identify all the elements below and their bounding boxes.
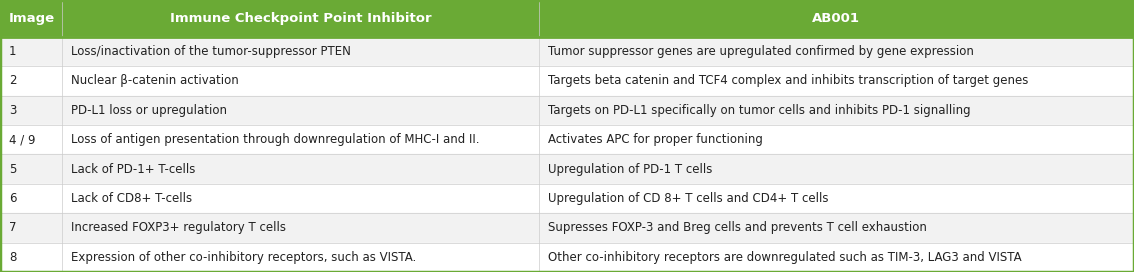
- Text: Loss/inactivation of the tumor-suppressor PTEN: Loss/inactivation of the tumor-suppresso…: [71, 45, 352, 58]
- Text: Other co-inhibitory receptors are downregulated such as TIM-3, LAG3 and VISTA: Other co-inhibitory receptors are downre…: [548, 251, 1022, 264]
- Text: Lack of CD8+ T-cells: Lack of CD8+ T-cells: [71, 192, 193, 205]
- Bar: [0, 243, 62, 272]
- Bar: [539, 184, 1134, 213]
- Bar: [62, 125, 539, 154]
- Text: Nuclear β-catenin activation: Nuclear β-catenin activation: [71, 74, 239, 87]
- Bar: [539, 0, 1134, 37]
- Bar: [62, 154, 539, 184]
- Bar: [0, 0, 62, 37]
- Bar: [0, 154, 62, 184]
- Bar: [539, 66, 1134, 95]
- Text: Loss of antigen presentation through downregulation of MHC-I and II.: Loss of antigen presentation through dow…: [71, 133, 480, 146]
- Bar: [62, 184, 539, 213]
- Text: Tumor suppressor genes are upregulated confirmed by gene expression: Tumor suppressor genes are upregulated c…: [548, 45, 974, 58]
- Text: Expression of other co-inhibitory receptors, such as VISTA.: Expression of other co-inhibitory recept…: [71, 251, 416, 264]
- Text: Upregulation of CD 8+ T cells and CD4+ T cells: Upregulation of CD 8+ T cells and CD4+ T…: [548, 192, 828, 205]
- Text: 5: 5: [9, 163, 17, 175]
- Text: 2: 2: [9, 74, 17, 87]
- Bar: [62, 0, 539, 37]
- Text: 1: 1: [9, 45, 17, 58]
- Bar: [0, 184, 62, 213]
- Text: Image: Image: [9, 12, 56, 25]
- Text: 4 / 9: 4 / 9: [9, 133, 35, 146]
- Bar: [0, 95, 62, 125]
- Bar: [539, 243, 1134, 272]
- Text: Targets beta catenin and TCF4 complex and inhibits transcription of target genes: Targets beta catenin and TCF4 complex an…: [548, 74, 1029, 87]
- Text: Increased FOXP3+ regulatory T cells: Increased FOXP3+ regulatory T cells: [71, 221, 287, 234]
- Bar: [62, 66, 539, 95]
- Bar: [539, 95, 1134, 125]
- Text: Upregulation of PD-1 T cells: Upregulation of PD-1 T cells: [548, 163, 712, 175]
- Bar: [62, 243, 539, 272]
- Bar: [0, 66, 62, 95]
- Text: 8: 8: [9, 251, 17, 264]
- Text: Supresses FOXP-3 and Breg cells and prevents T cell exhaustion: Supresses FOXP-3 and Breg cells and prev…: [548, 221, 926, 234]
- Text: 3: 3: [9, 104, 17, 117]
- Bar: [539, 213, 1134, 243]
- Bar: [539, 37, 1134, 66]
- Text: Lack of PD-1+ T-cells: Lack of PD-1+ T-cells: [71, 163, 196, 175]
- Bar: [539, 125, 1134, 154]
- Bar: [62, 213, 539, 243]
- Text: Activates APC for proper functioning: Activates APC for proper functioning: [548, 133, 762, 146]
- Text: PD-L1 loss or upregulation: PD-L1 loss or upregulation: [71, 104, 228, 117]
- Bar: [0, 37, 62, 66]
- Bar: [539, 154, 1134, 184]
- Text: 6: 6: [9, 192, 17, 205]
- Bar: [62, 37, 539, 66]
- Bar: [62, 95, 539, 125]
- Text: Immune Checkpoint Point Inhibitor: Immune Checkpoint Point Inhibitor: [170, 12, 431, 25]
- Bar: [0, 213, 62, 243]
- Text: Targets on PD-L1 specifically on tumor cells and inhibits PD-1 signalling: Targets on PD-L1 specifically on tumor c…: [548, 104, 971, 117]
- Text: AB001: AB001: [812, 12, 861, 25]
- Text: 7: 7: [9, 221, 17, 234]
- Bar: [0, 125, 62, 154]
